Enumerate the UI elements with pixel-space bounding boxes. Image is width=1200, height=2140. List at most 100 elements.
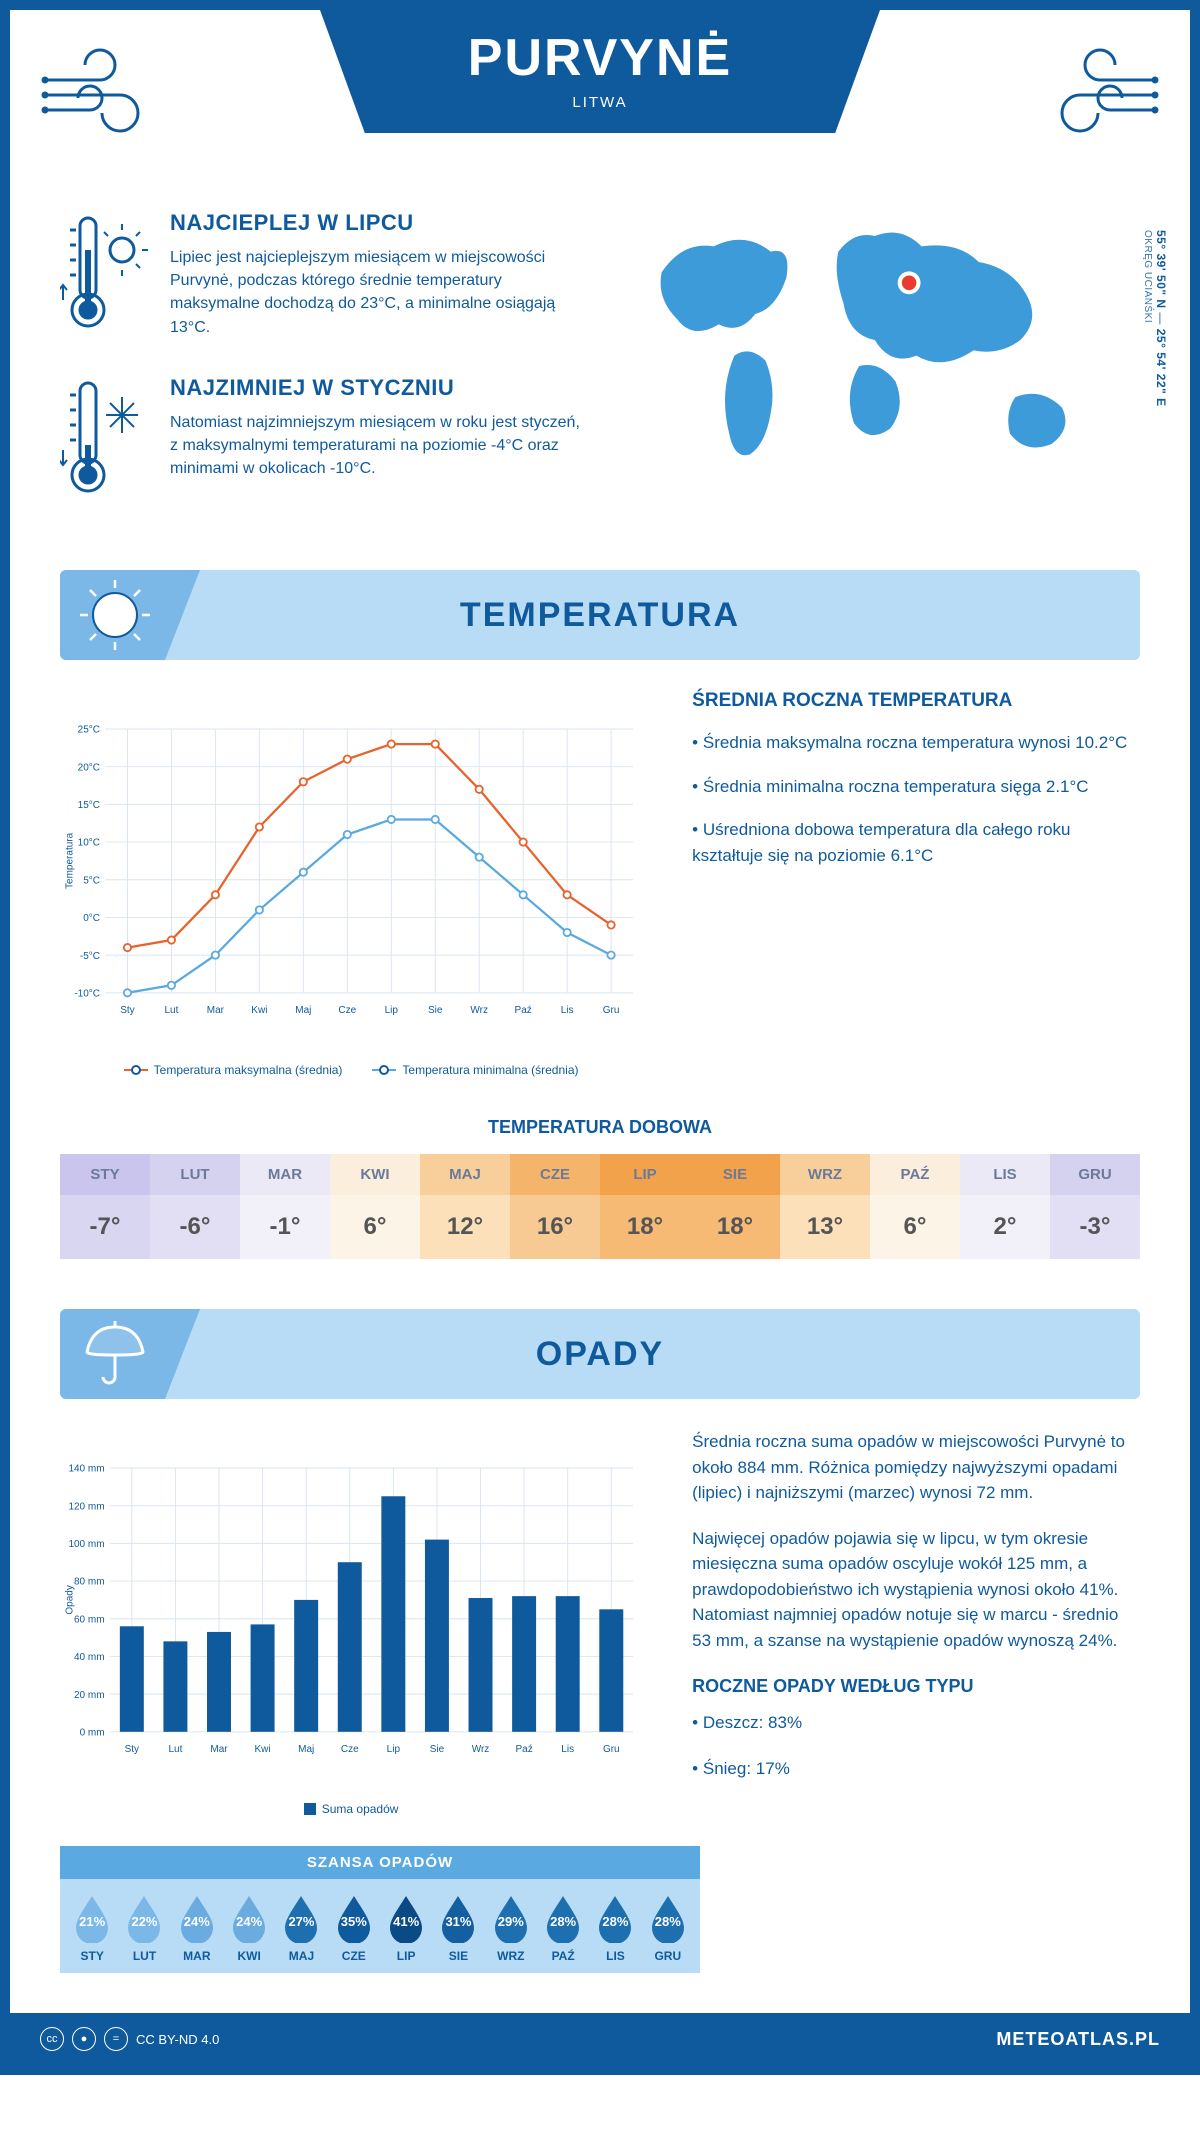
svg-text:Kwi: Kwi [255,1744,271,1755]
svg-text:-10°C: -10°C [74,988,100,999]
coords-lon: 25° 54' 22" E [1154,329,1168,407]
svg-text:Wrz: Wrz [472,1744,490,1755]
svg-text:15°C: 15°C [78,800,100,811]
daily-temp-cell: MAJ 12° [420,1154,510,1259]
svg-text:Sie: Sie [430,1744,445,1755]
temperature-chart: -10°C -5°C 0°C 5°C 10°C 15°C 20°C 25°C Sty Lut Mar… [60,690,642,1077]
svg-text:60 mm: 60 mm [74,1614,105,1625]
daily-temp-table: STY -7° LUT -6° MAR -1° KWI 6° MAJ 12° C… [60,1154,1140,1259]
cc-icon: cc [40,2027,64,2051]
svg-text:Sty: Sty [120,1005,134,1016]
daily-temp-cell: LIS 2° [960,1154,1050,1259]
chance-cell: 22% LUT [118,1893,170,1963]
precipitation-section-banner: OPADY [60,1309,1140,1399]
raindrop-icon: 31% [438,1893,478,1943]
svg-text:Lip: Lip [385,1005,399,1016]
wind-decoration-icon [1020,40,1160,140]
svg-text:Cze: Cze [341,1744,359,1755]
license-text: CC BY-ND 4.0 [136,2032,219,2047]
svg-text:100 mm: 100 mm [68,1539,104,1550]
chance-cell: 27% MAJ [275,1893,327,1963]
temperature-summary: ŚREDNIA ROCZNA TEMPERATURA • Średnia mak… [692,690,1140,1077]
svg-text:Lut: Lut [164,1005,178,1016]
svg-text:25°C: 25°C [78,725,100,736]
svg-text:Paź: Paź [515,1005,532,1016]
svg-text:Paź: Paź [515,1744,532,1755]
daily-temp-cell: SIE 18° [690,1154,780,1259]
daily-temp-cell: PAŹ 6° [870,1154,960,1259]
raindrop-icon: 28% [543,1893,583,1943]
daily-temp-cell: CZE 16° [510,1154,600,1259]
svg-text:120 mm: 120 mm [68,1501,104,1512]
svg-text:20 mm: 20 mm [74,1690,105,1701]
thermometer-cold-icon [60,375,150,510]
svg-text:Sty: Sty [125,1744,139,1755]
country-subtitle: LITWA [420,94,780,111]
svg-text:Lut: Lut [168,1744,182,1755]
svg-text:Gru: Gru [603,1005,620,1016]
svg-text:80 mm: 80 mm [74,1577,105,1588]
svg-text:Temperatura: Temperatura [65,832,76,889]
svg-text:Mar: Mar [207,1005,225,1016]
chance-cell: 41% LIP [380,1893,432,1963]
svg-text:0°C: 0°C [83,913,100,924]
raindrop-icon: 35% [334,1893,374,1943]
precip-type-rain: • Deszcz: 83% [692,1710,1140,1736]
precipitation-chart: 0 mm20 mm40 mm60 mm80 mm100 mm120 mm140 … [60,1429,642,1816]
temperature-heading: TEMPERATURA [460,596,740,635]
daily-temp-cell: LIP 18° [600,1154,690,1259]
warmest-text: Lipiec jest najcieplejszym miesiącem w m… [170,246,580,339]
chance-cell: 35% CZE [328,1893,380,1963]
raindrop-icon: 41% [386,1893,426,1943]
temperature-section-banner: TEMPERATURA [60,570,1140,660]
svg-text:10°C: 10°C [78,838,100,849]
daily-temp-cell: WRZ 13° [780,1154,870,1259]
svg-text:Sie: Sie [428,1005,443,1016]
title-banner: PURVYNĖ LITWA [320,10,880,133]
umbrella-icon [78,1317,152,1391]
warmest-title: NAJCIEPLEJ W LIPCU [170,210,580,236]
svg-text:0 mm: 0 mm [80,1727,105,1738]
temp-bullet: • Średnia maksymalna roczna temperatura … [692,730,1140,756]
chance-cell: 24% MAR [171,1893,223,1963]
coords-lat: 55° 39' 50" N [1154,230,1168,309]
world-map [620,210,1140,490]
daily-temp-cell: LUT -6° [150,1154,240,1259]
nd-icon: = [104,2027,128,2051]
svg-text:Lis: Lis [561,1744,574,1755]
precip-type-snow: • Śnieg: 17% [692,1756,1140,1782]
chance-cell: 28% PAŹ [537,1893,589,1963]
precipitation-chance-table: SZANSA OPADÓW 21% STY 22% LUT 24% MAR 24… [60,1846,700,1973]
precip-chart-legend: Suma opadów [60,1802,642,1816]
daily-temp-cell: MAR -1° [240,1154,330,1259]
temp-summary-title: ŚREDNIA ROCZNA TEMPERATURA [692,690,1140,712]
raindrop-icon: 28% [595,1893,635,1943]
warmest-fact: NAJCIEPLEJ W LIPCU Lipiec jest najcieple… [60,210,580,345]
raindrop-icon: 22% [124,1893,164,1943]
svg-text:Maj: Maj [295,1005,311,1016]
svg-text:5°C: 5°C [83,875,100,886]
svg-text:Opady: Opady [65,1585,76,1614]
daily-temp-cell: STY -7° [60,1154,150,1259]
svg-text:-5°C: -5°C [80,951,100,962]
daily-temp-cell: GRU -3° [1050,1154,1140,1259]
svg-text:Gru: Gru [603,1744,620,1755]
intro-section: NAJCIEPLEJ W LIPCU Lipiec jest najcieple… [10,200,1190,570]
license-info: cc ● = CC BY-ND 4.0 [40,2027,219,2051]
header: PURVYNĖ LITWA [10,10,1190,200]
coldest-title: NAJZIMNIEJ W STYCZNIU [170,375,580,401]
raindrop-icon: 24% [229,1893,269,1943]
precipitation-summary: Średnia roczna suma opadów w miejscowośc… [692,1429,1140,1816]
svg-text:20°C: 20°C [78,762,100,773]
raindrop-icon: 27% [281,1893,321,1943]
svg-text:Maj: Maj [298,1744,314,1755]
raindrop-icon: 21% [72,1893,112,1943]
footer: cc ● = CC BY-ND 4.0 METEOATLAS.PL [10,2013,1190,2065]
chance-cell: 21% STY [66,1893,118,1963]
chance-cell: 31% SIE [432,1893,484,1963]
coldest-text: Natomiast najzimniejszym miesiącem w rok… [170,411,580,481]
daily-temp-title: TEMPERATURA DOBOWA [10,1117,1190,1138]
raindrop-icon: 24% [177,1893,217,1943]
precip-para: Najwięcej opadów pojawia się w lipcu, w … [692,1526,1140,1654]
site-name: METEOATLAS.PL [996,2029,1160,2050]
